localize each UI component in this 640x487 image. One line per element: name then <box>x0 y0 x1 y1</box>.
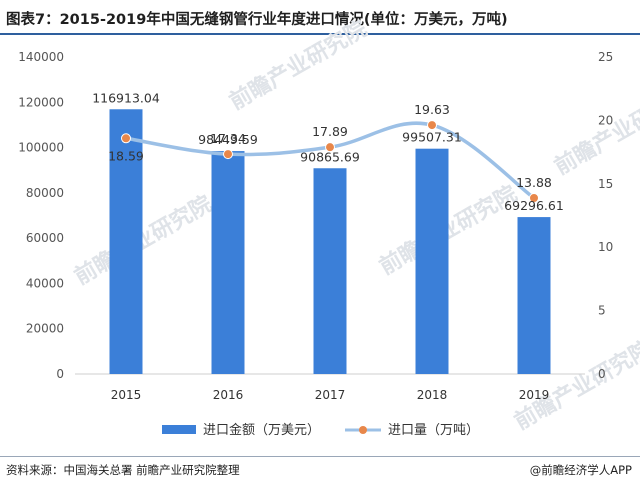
bar-value-label: 69296.61 <box>504 198 564 213</box>
left-tick-label: 120000 <box>18 95 64 109</box>
chart-title: 图表7：2015-2019年中国无缝钢管行业年度进口情况(单位：万美元，万吨) <box>6 12 508 28</box>
right-tick-label: 0 <box>598 367 606 381</box>
right-tick-label: 25 <box>598 50 613 64</box>
x-tick-label: 2017 <box>315 388 346 402</box>
legend-line-label: 进口量（万吨） <box>388 423 479 438</box>
bar-data-labels: 116913.04 98449.59 90865.69 99507.31 69296.6… <box>92 90 564 213</box>
left-tick-label: 0 <box>56 367 64 381</box>
brand-credit: @前瞻经济学人APP <box>529 463 632 477</box>
watermark-text: 前瞻产业研究院 <box>550 81 640 181</box>
legend-bar-swatch <box>162 425 196 434</box>
left-tick-label: 100000 <box>18 141 64 155</box>
watermark-text: 前瞻产业研究院 <box>70 191 216 291</box>
watermark-text: 前瞻产业研究院 <box>225 16 371 116</box>
watermark-layer: 前瞻产业研究院前瞻产业研究院前瞻产业研究院前瞻产业研究院前瞻产业研究院 <box>70 16 640 436</box>
line-point <box>427 120 437 131</box>
legend-line-marker <box>359 426 367 434</box>
left-axis: 0 20000 40000 60000 80000 100000 120000 140000 <box>18 50 64 381</box>
line-value-label: 17.34 <box>210 131 246 146</box>
bar-value-label: 99507.31 <box>402 130 462 145</box>
source-note: 资料来源：中国海关总署 前瞻产业研究院整理 <box>6 463 240 477</box>
line-data-labels: 18.59 17.34 17.89 19.63 13.88 <box>108 102 552 190</box>
line-point <box>529 193 539 204</box>
combo-chart: 前瞻产业研究院前瞻产业研究院前瞻产业研究院前瞻产业研究院前瞻产业研究院 0200… <box>18 16 640 438</box>
line-value-label: 18.59 <box>108 148 144 163</box>
x-tick-label: 2018 <box>417 388 448 402</box>
bar-value-label: 98449.59 <box>198 132 258 147</box>
line-value-label: 13.88 <box>516 175 552 190</box>
bar <box>211 151 245 374</box>
x-tick-label: 2015 <box>111 388 142 402</box>
right-tick-label: 15 <box>598 177 613 191</box>
title-divider <box>0 33 640 35</box>
x-axis: 2015 2016 2017 2018 2019 <box>111 388 550 402</box>
line-value-label: 17.89 <box>312 124 348 139</box>
x-tick-label: 2016 <box>213 388 244 402</box>
legend: 进口金额（万美元） 进口量（万吨） <box>162 422 479 438</box>
left-tick-label: 40000 <box>26 276 64 290</box>
bar-series <box>109 109 551 374</box>
right-tick-label: 10 <box>598 240 613 254</box>
bar-value-label: 90865.69 <box>300 149 360 164</box>
line-value-label: 19.63 <box>414 102 450 117</box>
bar <box>517 217 551 374</box>
left-tick-label: 80000 <box>26 186 64 200</box>
right-axis: 0 5 10 15 20 25 <box>598 50 613 381</box>
right-tick-label: 5 <box>598 304 606 318</box>
left-tick-label: 140000 <box>18 50 64 64</box>
line-point <box>121 133 131 144</box>
bar <box>109 109 143 374</box>
left-tick-label: 20000 <box>26 322 64 336</box>
legend-bar-label: 进口金额（万美元） <box>203 422 320 438</box>
line-point <box>325 142 335 153</box>
line-point <box>223 149 233 160</box>
line-markers <box>121 120 539 204</box>
bar-value-label: 116913.04 <box>92 90 160 105</box>
x-tick-label: 2019 <box>519 388 550 402</box>
right-tick-label: 20 <box>598 113 613 127</box>
left-tick-label: 60000 <box>26 231 64 245</box>
footer-divider <box>0 456 640 457</box>
bar <box>313 168 347 374</box>
bar <box>415 148 449 374</box>
